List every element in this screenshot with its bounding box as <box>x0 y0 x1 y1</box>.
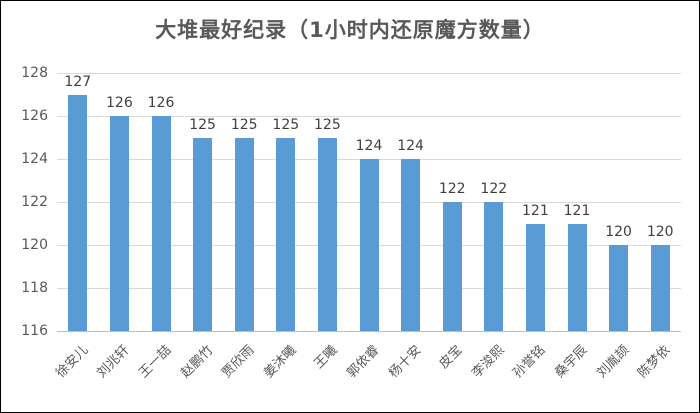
x-axis-category-label: 李浚熙 <box>469 342 508 382</box>
y-axis-tick-label: 128 <box>21 65 48 81</box>
x-axis-category-label: 刘胤颉 <box>593 342 633 382</box>
y-axis-tick-label: 124 <box>21 151 48 167</box>
x-axis-category-label: 郭依睿 <box>344 342 383 382</box>
gridline <box>57 116 681 117</box>
gridline <box>57 73 681 74</box>
x-axis-category-label: 王曦 <box>311 342 341 372</box>
bar-value-label: 125 <box>230 116 258 133</box>
bar-value-label: 121 <box>563 202 591 219</box>
x-axis-category-label: 皮宝 <box>436 342 466 372</box>
x-axis-category-label: 王一喆 <box>136 342 175 382</box>
bar <box>442 202 462 331</box>
bar-value-label: 127 <box>64 73 92 90</box>
bar-value-label: 121 <box>522 202 549 219</box>
x-axis-category-label: 桑宇辰 <box>552 342 591 382</box>
x-axis-category-label: 刘兆轩 <box>94 342 133 382</box>
bar <box>276 137 296 331</box>
y-axis-tick-label: 120 <box>21 237 48 253</box>
bar-value-label: 125 <box>189 116 216 133</box>
x-axis-category-label: 孙誉铭 <box>510 342 549 382</box>
chart-title: 大堆最好纪录（1小时内还原魔方数量） <box>155 18 545 42</box>
x-axis-category-label: 陈梦依 <box>635 342 674 382</box>
bar-value-label: 124 <box>397 138 424 154</box>
bar <box>68 94 88 331</box>
bar-value-label: 125 <box>314 116 341 133</box>
y-axis-tick-label: 122 <box>21 194 48 210</box>
bar-value-label: 120 <box>605 224 632 240</box>
x-axis-category-label: 贾欣雨 <box>219 342 258 382</box>
bar <box>109 116 129 331</box>
bar <box>609 245 629 331</box>
bar <box>151 116 171 331</box>
plot-area: 116 118 120 122 124 126 128 127 徐安儿 126 刘兆轩 126 王一喆 1… <box>21 65 681 381</box>
bar <box>401 159 421 331</box>
y-axis-tick-label: 118 <box>21 280 48 296</box>
bar-value-label: 126 <box>106 95 133 111</box>
bar <box>234 137 254 331</box>
bar <box>525 223 545 331</box>
x-axis-category-label: 姜沐曦 <box>261 342 300 382</box>
y-axis-tick-label: 116 <box>21 323 48 339</box>
bar-value-label: 122 <box>438 181 466 197</box>
bar-value-label: 124 <box>355 138 383 154</box>
bar-value-label: 126 <box>147 95 175 111</box>
bar <box>650 245 670 331</box>
x-axis-category-label: 徐安儿 <box>53 342 92 382</box>
bar <box>359 159 379 331</box>
x-axis-category-label: 杨十安 <box>385 342 425 382</box>
y-axis-tick-label: 126 <box>21 108 48 124</box>
bar <box>317 137 337 331</box>
bar-value-label: 122 <box>480 181 508 197</box>
x-axis-category-label: 赵鹏竹 <box>177 342 217 382</box>
bar-value-label: 125 <box>272 116 300 133</box>
bar-value-label: 120 <box>646 224 674 240</box>
x-axis-line <box>57 331 681 332</box>
bar <box>567 223 587 331</box>
bar <box>484 202 504 331</box>
bar <box>193 137 213 331</box>
